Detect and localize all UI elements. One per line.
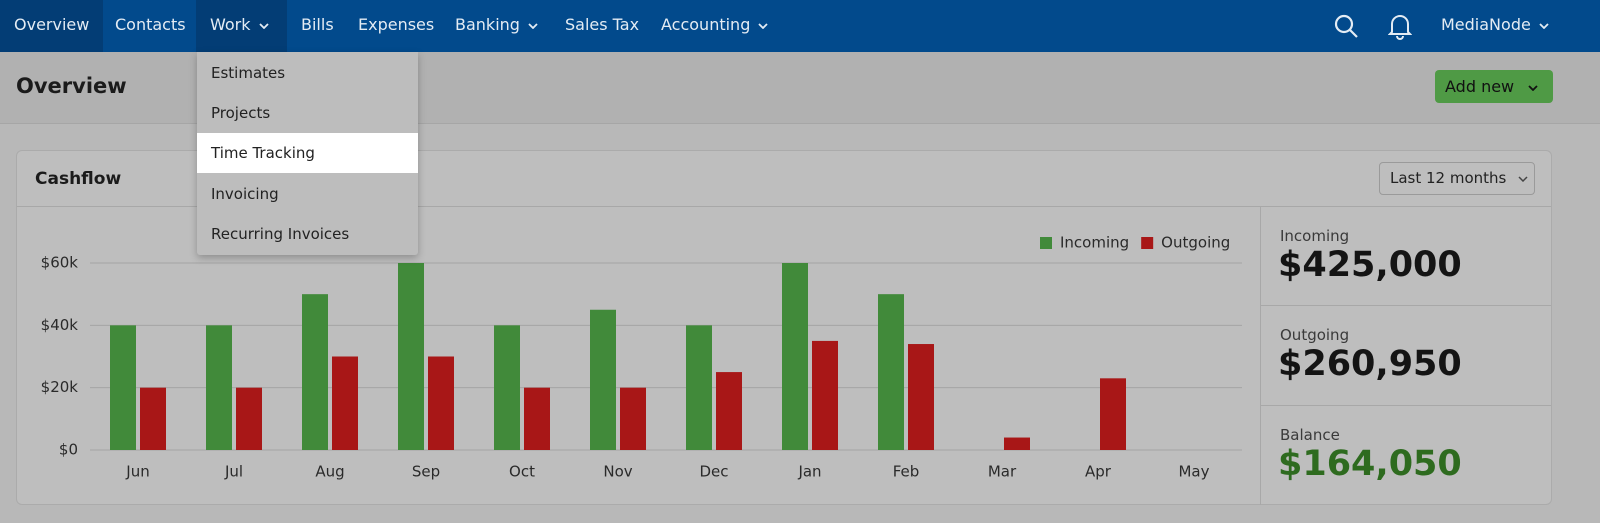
work-dropdown: Estimates Projects Time Tracking Invoici…: [197, 52, 418, 255]
legend-swatch: [1141, 237, 1154, 249]
divider: [1261, 305, 1551, 306]
select-label: Last 12 months: [1390, 169, 1507, 187]
summary-label: Balance: [1280, 426, 1340, 444]
chevron: [528, 22, 538, 29]
x-tick-label: Dec: [699, 463, 728, 481]
x-tick-label: Jul: [224, 463, 243, 481]
menu-item[interactable]: Time Tracking: [197, 133, 418, 173]
y-tick-label: $0: [59, 441, 78, 459]
bar: [878, 294, 904, 450]
bar: [590, 309, 616, 450]
legend-label: Outgoing: [1161, 234, 1230, 252]
account-name: MediaNode: [1441, 15, 1531, 34]
x-tick-label: Mar: [988, 463, 1017, 481]
y-tick-label: $40k: [41, 316, 79, 334]
chevron: [1528, 84, 1538, 91]
nav-item[interactable]: Expenses: [358, 15, 435, 34]
bar: [620, 387, 646, 450]
search-icon[interactable]: [1333, 13, 1359, 39]
summary-label: Outgoing: [1280, 326, 1350, 344]
nav-label: Banking: [455, 15, 520, 34]
bar: [524, 387, 550, 450]
nav-item[interactable]: Sales Tax: [565, 15, 640, 34]
y-tick-label: $20k: [41, 378, 79, 396]
nav-label: Accounting: [661, 15, 751, 34]
divider: [17, 206, 1551, 207]
x-tick-label: Apr: [1085, 463, 1112, 481]
nav-item[interactable]: Bills: [301, 15, 334, 34]
period-select[interactable]: Last 12 months: [1379, 162, 1535, 195]
bar: [236, 387, 262, 450]
legend-label: Incoming: [1060, 234, 1129, 252]
bar: [494, 325, 520, 450]
top-nav: Overview Contacts Work Bills Expenses Ba…: [0, 0, 1600, 52]
nav-item[interactable]: Accounting: [647, 0, 782, 52]
bar: [110, 325, 136, 450]
nav-item[interactable]: Work: [196, 0, 287, 52]
chevron: [1518, 175, 1528, 182]
account-menu[interactable]: MediaNode: [1427, 0, 1563, 52]
page-title: Overview: [16, 74, 127, 98]
x-tick-label: Jan: [797, 463, 821, 481]
card-title: Cashflow: [35, 169, 122, 189]
menu-item[interactable]: Recurring Invoices: [211, 225, 350, 243]
bar: [206, 325, 232, 450]
bar: [398, 263, 424, 450]
bar: [140, 387, 166, 450]
nav-item[interactable]: Overview: [0, 0, 104, 52]
summary-value: $260,950: [1278, 344, 1462, 384]
menu-item[interactable]: Invoicing: [211, 185, 279, 203]
x-tick-label: Oct: [509, 463, 535, 481]
bar: [812, 340, 838, 450]
summary-value: $425,000: [1278, 245, 1462, 285]
x-tick-label: Jun: [125, 463, 149, 481]
x-tick-label: May: [1178, 463, 1209, 481]
divider: [1260, 207, 1261, 505]
bar: [332, 356, 358, 450]
x-tick-label: Sep: [412, 463, 440, 481]
nav-item[interactable]: Banking: [441, 0, 552, 52]
add-new-button[interactable]: Add new: [1435, 70, 1553, 103]
menu-item[interactable]: Projects: [211, 104, 271, 122]
summary-value: $164,050: [1278, 444, 1462, 484]
nav-label: Work: [210, 15, 251, 34]
divider: [1261, 405, 1551, 406]
x-tick-label: Nov: [603, 463, 632, 481]
y-tick-label: $60k: [41, 254, 79, 272]
x-tick-label: Feb: [893, 463, 920, 481]
bar: [428, 356, 454, 450]
legend-swatch: [1040, 237, 1052, 249]
x-tick-label: Aug: [315, 463, 344, 481]
nav-item[interactable]: Contacts: [115, 15, 186, 34]
bar: [908, 344, 934, 450]
chevron: [1539, 22, 1549, 29]
chevron: [758, 22, 768, 29]
bell-icon[interactable]: [1388, 12, 1412, 40]
bar: [782, 263, 808, 450]
summary-label: Incoming: [1280, 227, 1350, 245]
bar: [686, 325, 712, 450]
bar: [1004, 437, 1030, 450]
bar: [1100, 378, 1126, 450]
chevron: [258, 22, 269, 29]
bar: [716, 372, 742, 450]
bar: [302, 294, 328, 450]
menu-item[interactable]: Estimates: [211, 64, 286, 82]
button-label: Add new: [1445, 77, 1515, 96]
